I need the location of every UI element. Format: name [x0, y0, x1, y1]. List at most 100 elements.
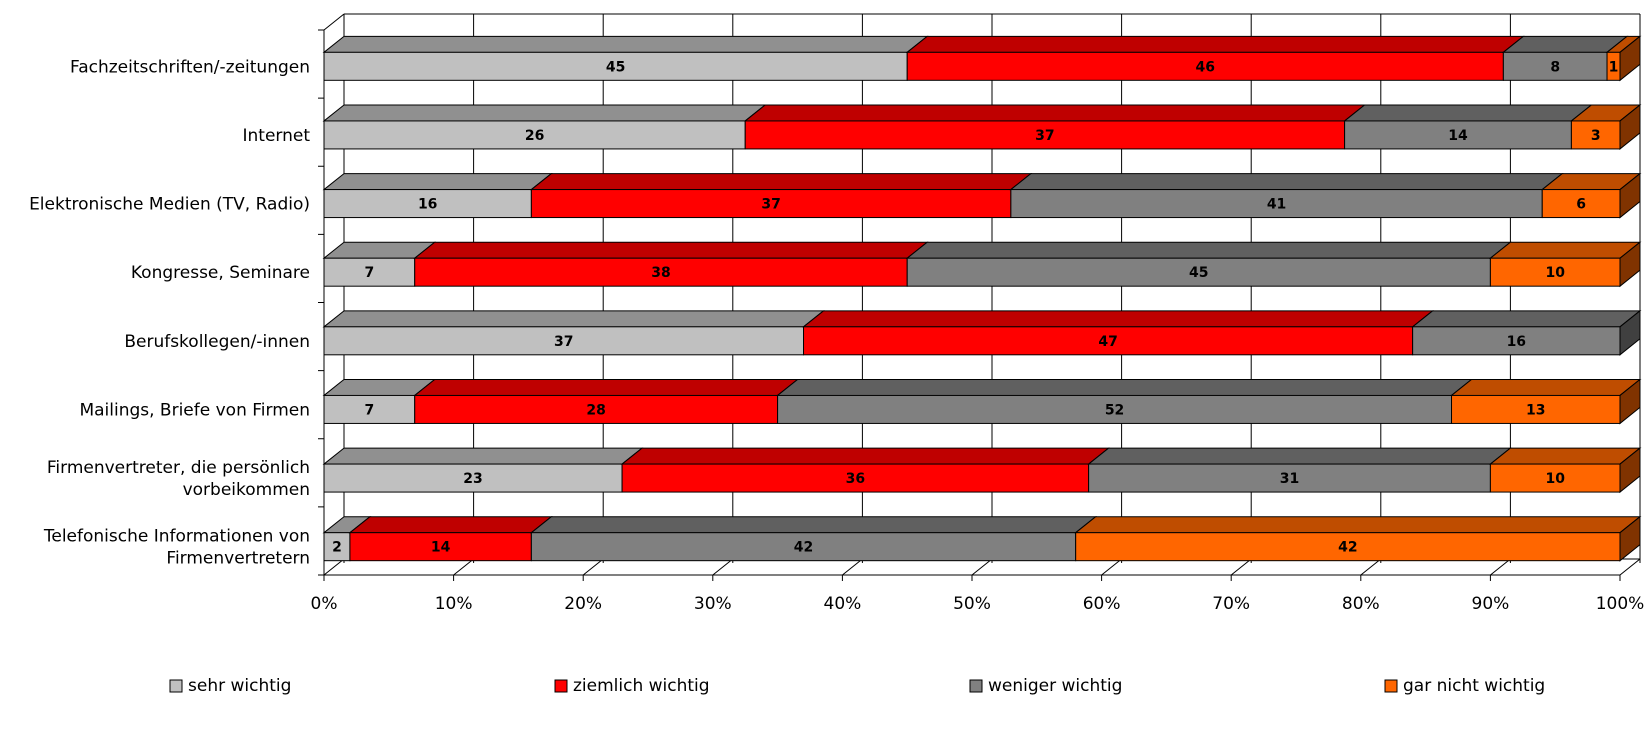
bar-value-label: 14 [431, 540, 451, 556]
bar-segment [1088, 463, 1491, 493]
legend-swatch [1384, 679, 1398, 693]
bar-side-face [1619, 172, 1641, 219]
bar-value-label: 47 [1098, 334, 1117, 350]
bar-segment [323, 189, 532, 219]
x-tick-label: 100% [1596, 594, 1645, 614]
bar-value-label: 46 [1196, 59, 1215, 75]
bar-value-label: 3 [1591, 128, 1601, 144]
category-label: Kongresse, Seminare [131, 263, 310, 283]
bar-segment [323, 463, 623, 493]
category-label: Telefonische Informationen von [43, 527, 310, 547]
bar-value-label: 16 [1507, 334, 1526, 350]
bar-side-face [1619, 103, 1641, 150]
floor-grid-diagonal [323, 558, 345, 576]
floor-grid-diagonal [1101, 558, 1122, 576]
bar-value-label: 8 [1550, 59, 1560, 75]
x-tick-label: 90% [1472, 594, 1510, 614]
bar-top-face [529, 516, 1098, 534]
bar-top-face [905, 241, 1512, 259]
bar-segment [414, 394, 779, 424]
legend-label: gar nicht wichtig [1403, 676, 1545, 696]
x-tick-label: 80% [1342, 594, 1380, 614]
category-label: Mailings, Briefe von Firmen [79, 400, 310, 420]
floor-grid-diagonal [1490, 558, 1511, 576]
bar-value-label: 52 [1105, 402, 1124, 418]
category-label: Firmenvertretern [166, 549, 310, 569]
bar-segment [621, 463, 1090, 493]
bar-value-label: 42 [794, 540, 813, 556]
y-axis-top-diagonal [323, 13, 345, 31]
bar-top-face [1488, 447, 1642, 465]
floor-grid-diagonal [842, 558, 863, 576]
floor-grid-diagonal [582, 558, 604, 576]
category-label: Firmenvertreter, die persönlich [47, 458, 310, 478]
legend-label: sehr wichtig [188, 676, 291, 696]
category-label: Berufskollegen/-innen [124, 332, 310, 352]
bar-value-label: 16 [418, 197, 437, 213]
bar-segment [414, 257, 908, 287]
bar-top-face [1009, 173, 1564, 191]
bar-top-face [413, 241, 929, 259]
bar-segment [323, 394, 416, 424]
floor-grid-diagonal [712, 558, 734, 576]
x-tick-label: 0% [311, 594, 338, 614]
x-tick-label: 10% [435, 594, 473, 614]
bar-segment [1412, 326, 1621, 356]
bar-side-face [1619, 35, 1641, 82]
bar-value-label: 10 [1545, 265, 1565, 281]
bar-segment [349, 532, 532, 562]
bar-value-label: 31 [1280, 471, 1299, 487]
category-label: Elektronische Medien (TV, Radio) [29, 195, 310, 215]
bar-value-label: 45 [1189, 265, 1208, 281]
bar-top-face [348, 516, 553, 534]
bar-value-label: 10 [1545, 471, 1565, 487]
bar-value-label: 2 [332, 540, 342, 556]
legend-label: ziemlich wichtig [573, 676, 710, 696]
bar-segment [744, 120, 1346, 150]
bar-value-label: 14 [1448, 128, 1468, 144]
floor-grid-diagonal [1360, 558, 1382, 576]
bar-segment [803, 326, 1414, 356]
bar-segment [530, 189, 1012, 219]
bar-segment [1541, 189, 1621, 219]
bar-side-face [1619, 378, 1641, 425]
bar-value-label: 26 [525, 128, 544, 144]
bar-segment [323, 51, 908, 81]
bar-top-face [1501, 35, 1629, 53]
legend-label: weniger wichtig [988, 676, 1122, 696]
bar-top-face [1343, 104, 1593, 122]
floor-grid-diagonal [971, 558, 993, 576]
bar-value-label: 36 [846, 471, 865, 487]
bar-value-label: 37 [554, 334, 573, 350]
bar-top-face [743, 104, 1367, 122]
bar-top-face [802, 310, 1435, 328]
bar-value-label: 28 [586, 402, 605, 418]
bar-segment [323, 532, 351, 562]
bar-segment [323, 326, 805, 356]
bar-segment [1010, 189, 1543, 219]
legend-swatch [969, 679, 983, 693]
bar-top-face [620, 447, 1111, 465]
bar-top-face [1411, 310, 1642, 328]
bar-top-face [322, 35, 929, 53]
bar-top-face [776, 378, 1473, 396]
bar-value-label: 23 [463, 471, 482, 487]
bar-value-label: 38 [651, 265, 670, 281]
x-tick-label: 60% [1083, 594, 1121, 614]
bar-top-face [322, 447, 644, 465]
bar-segment [906, 257, 1491, 287]
bar-top-face [529, 173, 1033, 191]
bar-value-label: 45 [606, 59, 625, 75]
x-tick-label: 30% [694, 594, 732, 614]
bar-value-label: 7 [364, 402, 374, 418]
bar-value-label: 37 [761, 197, 780, 213]
bar-value-label: 7 [364, 265, 374, 281]
bar-side-face [1619, 241, 1641, 288]
bar-segment [1502, 51, 1608, 81]
bar-top-face [1074, 516, 1642, 534]
bar-side-face [1619, 309, 1641, 356]
bar-top-face [322, 173, 553, 191]
bar-value-label: 37 [1035, 128, 1054, 144]
